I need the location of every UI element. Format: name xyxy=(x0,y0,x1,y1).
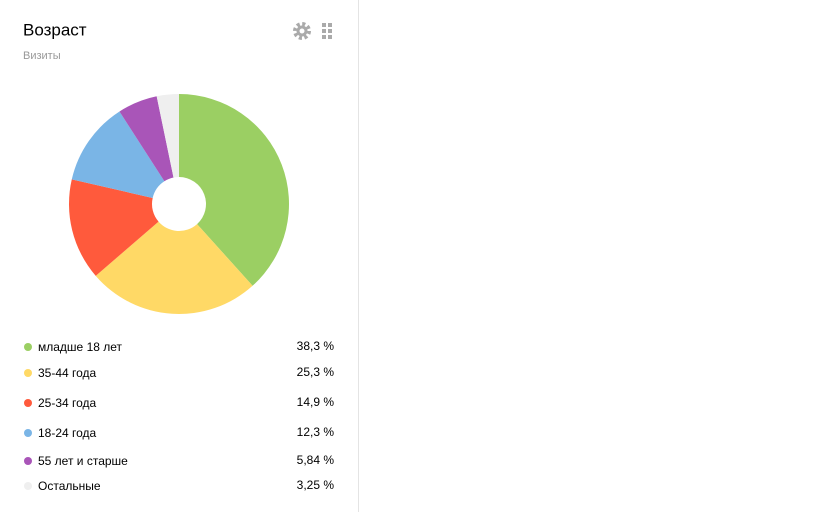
pie-slice xyxy=(119,96,174,182)
legend-value: 25,3 % xyxy=(297,365,335,379)
legend-label: Остальные xyxy=(38,479,101,493)
legend-label: 18-24 года xyxy=(38,426,97,440)
gear-teeth xyxy=(293,22,311,40)
legend-value: 3,25 % xyxy=(297,478,335,492)
handle-dot xyxy=(322,29,326,33)
widget-subtitle: Визиты xyxy=(23,50,61,62)
pie-slice xyxy=(179,94,289,286)
legend-dot xyxy=(24,457,32,465)
handle-dot xyxy=(328,29,332,33)
legend-label: 35-44 года xyxy=(38,366,97,380)
pie-slice xyxy=(71,111,165,198)
legend-dot xyxy=(24,369,32,377)
widget-title: Возраст xyxy=(23,20,87,39)
legend-dot xyxy=(24,399,32,407)
gear-hole xyxy=(299,28,305,34)
pie-slice xyxy=(95,221,253,314)
legend-value: 12,3 % xyxy=(297,425,335,439)
legend-label: младше 18 лет xyxy=(38,340,123,354)
handle-dot xyxy=(322,23,326,27)
handle-dot xyxy=(328,23,332,27)
legend-dot xyxy=(24,343,32,351)
handle-dot xyxy=(322,35,326,39)
legend-dot xyxy=(24,429,32,437)
drag-handle[interactable] xyxy=(322,23,332,39)
settings-icon[interactable] xyxy=(293,22,311,40)
legend-dot xyxy=(24,482,32,490)
pie-slice xyxy=(69,179,159,276)
legend-value: 38,3 % xyxy=(297,339,335,353)
legend-label: 25-34 года xyxy=(38,396,97,410)
legend-value: 14,9 % xyxy=(297,395,335,409)
legend-label: 55 лет и старше xyxy=(38,454,128,468)
legend-value: 5,84 % xyxy=(297,453,335,467)
pie-slice xyxy=(156,94,179,178)
handle-dot xyxy=(328,35,332,39)
